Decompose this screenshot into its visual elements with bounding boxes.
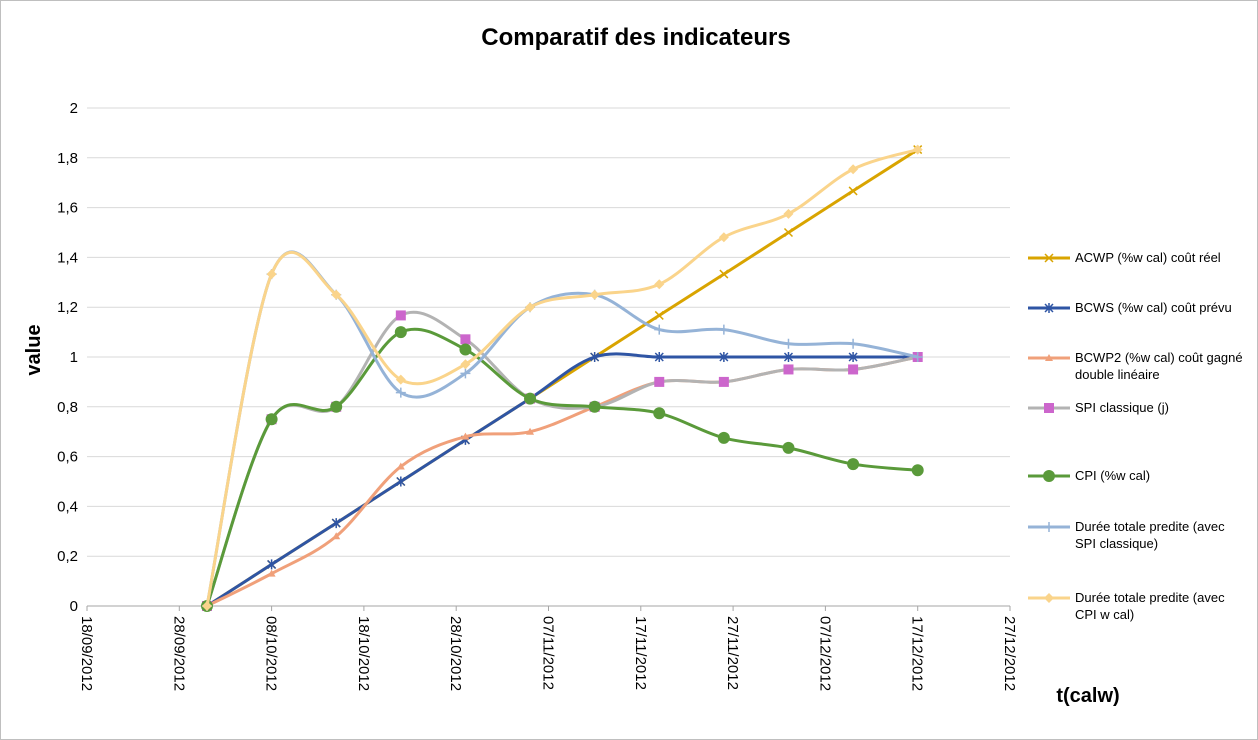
x-tick-label: 28/10/2012	[447, 616, 464, 691]
x-tick-label: 27/11/2012	[724, 616, 741, 690]
point	[201, 601, 212, 611]
y-tick-label: 0,2	[57, 548, 78, 565]
y-tick-label: 1,8	[57, 150, 78, 167]
x-axis-title: t(calw)	[1056, 685, 1119, 707]
point	[525, 302, 536, 313]
point	[266, 269, 277, 280]
point	[848, 364, 859, 375]
y-axis-title: value	[23, 324, 45, 375]
point	[395, 387, 406, 398]
point	[911, 464, 924, 477]
x-tick-label: 08/10/2012	[263, 616, 280, 691]
legend-label: Durée totale predite (avec SPI classique…	[1075, 519, 1225, 551]
point	[1043, 470, 1055, 482]
point	[589, 289, 600, 300]
x-tick-label: 17/12/2012	[909, 616, 926, 691]
point	[783, 227, 794, 238]
point	[267, 569, 276, 577]
point	[526, 427, 535, 435]
point	[654, 352, 664, 362]
point	[331, 289, 342, 300]
x-tick-label: 27/12/2012	[1001, 616, 1018, 691]
point	[1044, 403, 1054, 413]
point	[1044, 253, 1054, 263]
point	[1044, 593, 1054, 603]
point	[265, 413, 278, 426]
point	[848, 164, 859, 175]
legend-label: BCWS (%w cal) coût prévu	[1075, 300, 1232, 315]
y-tick-label: 0,4	[57, 498, 78, 515]
point	[459, 343, 472, 356]
point	[783, 364, 794, 375]
point	[395, 310, 406, 321]
point	[848, 186, 858, 196]
point	[783, 338, 794, 349]
x-tick-label: 28/09/2012	[170, 616, 187, 691]
point	[783, 208, 794, 219]
point	[394, 326, 407, 339]
point	[330, 400, 343, 413]
x-tick-label: 18/10/2012	[355, 616, 372, 691]
legend-label: BCWP2 (%w cal) coût gagné double linéair…	[1075, 350, 1243, 382]
point	[331, 518, 341, 529]
point	[395, 374, 406, 385]
point	[460, 334, 471, 345]
point	[848, 352, 858, 362]
y-tick-label: 0,8	[57, 399, 78, 416]
point	[653, 407, 666, 420]
point	[1045, 354, 1053, 361]
point	[1044, 303, 1054, 313]
x-tick-label: 07/12/2012	[816, 616, 833, 691]
point	[912, 352, 923, 362]
point	[396, 476, 406, 487]
point	[717, 431, 730, 444]
point	[718, 324, 729, 335]
legend-label: ACWP (%w cal) coût réel	[1075, 250, 1221, 265]
point	[718, 376, 729, 387]
point	[267, 559, 277, 570]
y-tick-label: 1,4	[57, 249, 78, 266]
point	[783, 352, 794, 362]
legend-label: SPI classique (j)	[1075, 400, 1169, 415]
point	[654, 324, 665, 335]
point	[588, 400, 601, 413]
y-tick-label: 1,2	[57, 299, 78, 316]
point	[1044, 522, 1054, 532]
point	[782, 441, 795, 454]
point	[654, 310, 664, 320]
chart-title: Comparatif des indicateurs	[481, 24, 790, 51]
point	[332, 532, 341, 540]
point	[654, 279, 665, 290]
point	[524, 392, 537, 405]
point	[718, 232, 729, 243]
x-tick-label: 17/11/2012	[632, 616, 649, 690]
point	[460, 359, 471, 370]
legend-label: Durée totale predite (avec CPI w cal)	[1075, 590, 1225, 622]
y-tick-label: 1,6	[57, 200, 78, 217]
y-tick-label: 2	[70, 100, 78, 117]
x-tick-label: 18/09/2012	[78, 616, 95, 691]
point	[719, 269, 729, 279]
point	[654, 376, 665, 387]
point	[719, 352, 729, 362]
legend-label: CPI (%w cal)	[1075, 468, 1151, 483]
point	[460, 368, 471, 379]
point	[848, 338, 859, 349]
y-tick-label: 0	[70, 598, 78, 615]
y-tick-label: 0,6	[57, 449, 78, 466]
point	[847, 458, 860, 471]
x-tick-label: 07/11/2012	[540, 616, 557, 690]
point	[590, 352, 600, 362]
point	[912, 144, 923, 155]
y-tick-label: 1	[70, 349, 78, 366]
point	[461, 432, 470, 440]
series-line	[206, 352, 918, 608]
point	[396, 462, 405, 470]
